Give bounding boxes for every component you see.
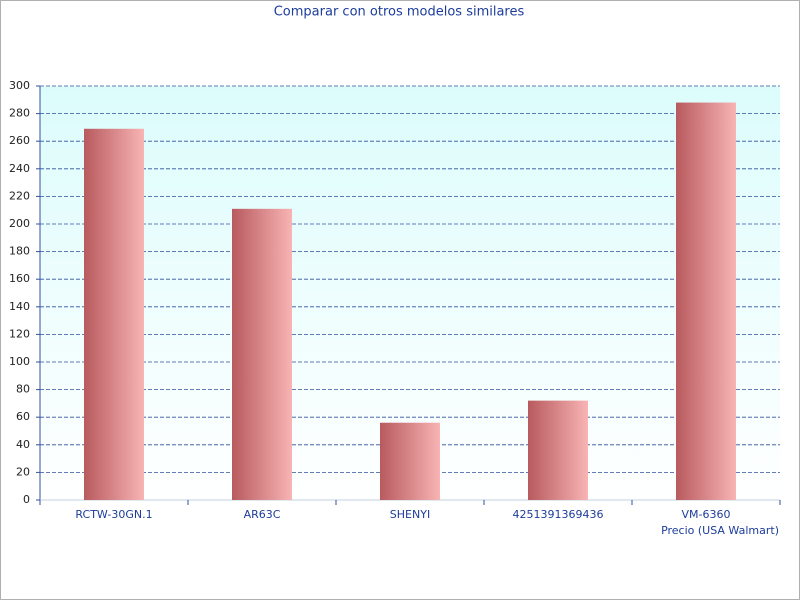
- y-tick-label: 40: [16, 438, 30, 451]
- bar: [676, 102, 736, 500]
- y-tick-label: 100: [9, 355, 30, 368]
- bar: [528, 400, 588, 500]
- x-tick-label: VM-6360: [682, 508, 731, 521]
- y-tick-label: 60: [16, 410, 30, 423]
- y-tick-label: 200: [9, 217, 30, 230]
- y-tick-label: 160: [9, 272, 30, 285]
- y-tick-label: 280: [9, 107, 30, 120]
- y-tick-label: 20: [16, 465, 30, 478]
- y-tick-label: 260: [9, 134, 30, 147]
- y-tick-label: 180: [9, 245, 30, 258]
- x-tick-label: RCTW-30GN.1: [75, 508, 152, 521]
- y-tick-label: 220: [9, 189, 30, 202]
- y-tick-label: 120: [9, 327, 30, 340]
- bar: [84, 128, 144, 500]
- y-tick-label: 140: [9, 300, 30, 313]
- bar: [380, 422, 440, 500]
- y-tick-label: 0: [23, 493, 30, 506]
- y-tick-label: 240: [9, 162, 30, 175]
- bar: [232, 208, 292, 500]
- x-axis-label: Precio (USA Walmart): [661, 524, 779, 537]
- y-tick-label: 300: [9, 79, 30, 92]
- x-tick-label: AR63C: [244, 508, 281, 521]
- chart-title: Comparar con otros modelos similares: [274, 5, 525, 20]
- x-tick-label: SHENYI: [390, 508, 430, 521]
- x-tick-label: 4251391369436: [513, 508, 604, 521]
- y-tick-label: 80: [16, 383, 30, 396]
